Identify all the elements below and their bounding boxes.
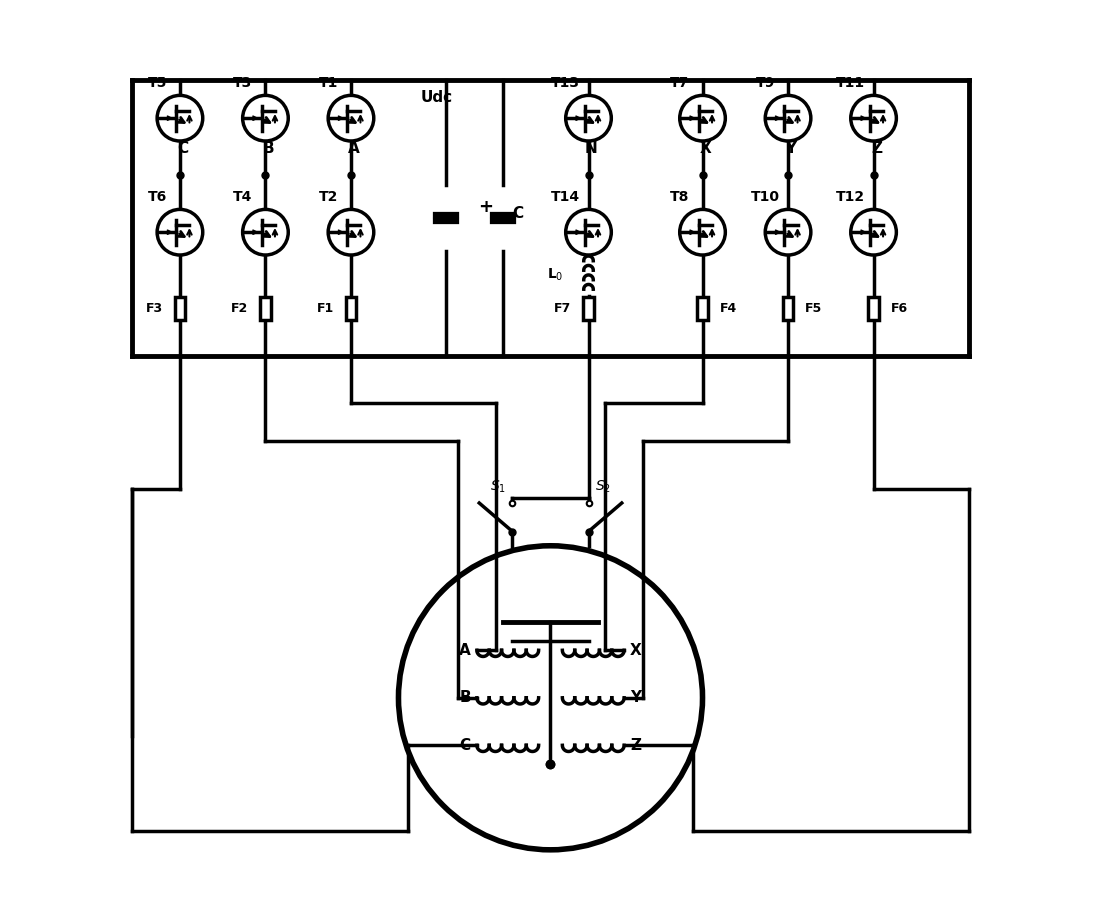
Circle shape — [566, 210, 612, 255]
Text: T9: T9 — [756, 76, 775, 89]
Text: $S_2$: $S_2$ — [595, 479, 610, 496]
Bar — [698, 297, 708, 320]
Bar — [868, 297, 879, 320]
Bar — [260, 297, 271, 320]
Text: T12: T12 — [837, 189, 866, 204]
Circle shape — [680, 210, 726, 255]
Text: F3: F3 — [146, 302, 162, 314]
Text: T4: T4 — [233, 189, 252, 204]
Text: A: A — [459, 643, 470, 658]
Circle shape — [157, 210, 203, 255]
Text: F2: F2 — [231, 302, 249, 314]
Text: T1: T1 — [318, 76, 338, 89]
Text: C: C — [459, 738, 470, 752]
Circle shape — [851, 96, 896, 141]
Text: T13: T13 — [551, 76, 580, 89]
Text: L$_0$: L$_0$ — [547, 267, 563, 283]
Text: T11: T11 — [837, 76, 866, 89]
Text: B: B — [459, 691, 470, 705]
Text: Y: Y — [785, 141, 796, 156]
Text: F1: F1 — [317, 302, 334, 314]
Text: T5: T5 — [148, 76, 167, 89]
Circle shape — [851, 210, 896, 255]
Text: F4: F4 — [720, 302, 737, 314]
Text: T8: T8 — [670, 189, 690, 204]
Text: T6: T6 — [148, 189, 167, 204]
Text: Udc: Udc — [420, 89, 452, 105]
Circle shape — [243, 96, 288, 141]
Text: B: B — [262, 141, 274, 156]
Circle shape — [765, 210, 811, 255]
Text: X: X — [631, 643, 642, 658]
Text: T3: T3 — [233, 76, 252, 89]
Text: $S_1$: $S_1$ — [491, 479, 506, 496]
Text: C: C — [177, 141, 188, 156]
Text: T2: T2 — [318, 189, 338, 204]
Text: +: + — [478, 198, 494, 216]
Circle shape — [765, 96, 811, 141]
Text: F6: F6 — [890, 302, 908, 314]
Text: F7: F7 — [554, 302, 571, 314]
Bar — [175, 297, 185, 320]
Circle shape — [680, 96, 726, 141]
Text: Y: Y — [631, 691, 642, 705]
Bar — [584, 297, 594, 320]
Text: F5: F5 — [805, 302, 822, 314]
Text: N: N — [585, 141, 598, 156]
Circle shape — [243, 210, 288, 255]
Bar — [346, 297, 356, 320]
Text: T10: T10 — [750, 189, 780, 204]
Text: T14: T14 — [551, 189, 580, 204]
Circle shape — [157, 96, 203, 141]
Text: Z: Z — [631, 738, 642, 752]
Bar — [783, 297, 793, 320]
Text: C: C — [513, 206, 524, 220]
Text: A: A — [348, 141, 360, 156]
Text: X: X — [700, 141, 711, 156]
Circle shape — [566, 96, 612, 141]
Text: Z: Z — [871, 141, 881, 156]
Circle shape — [328, 96, 374, 141]
Circle shape — [328, 210, 374, 255]
Text: T7: T7 — [670, 76, 689, 89]
